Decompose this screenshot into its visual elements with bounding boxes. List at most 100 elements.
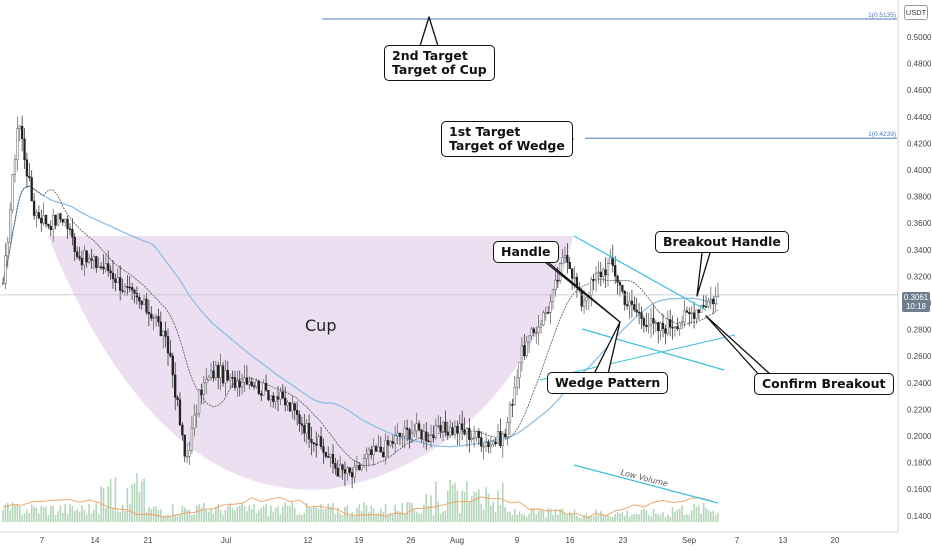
volume-bar (650, 516, 652, 522)
y-tick-label: 0.3600 (907, 219, 932, 228)
volume-bar (396, 510, 399, 522)
candle-body (329, 454, 332, 458)
volume-bar (188, 509, 191, 522)
candle-body (520, 345, 524, 363)
candle-body (267, 389, 270, 401)
candle-body (451, 427, 454, 435)
volume-bar (4, 504, 7, 522)
volume-bar (222, 515, 224, 522)
candle-body (673, 326, 677, 328)
volume-bar (693, 504, 695, 522)
volume-bar (138, 492, 141, 522)
x-tick-label: 23 (619, 536, 628, 545)
candle-body (637, 311, 641, 314)
volume-bar (365, 505, 368, 522)
volume-bar (525, 517, 528, 522)
volume-bar (325, 508, 327, 522)
volume-bar (652, 508, 655, 522)
candle-body (157, 316, 160, 323)
candle-body (214, 364, 217, 379)
volume-bar (145, 512, 148, 522)
wedge-pattern-callout: Wedge Pattern (547, 372, 669, 394)
candle-body (59, 213, 62, 220)
y-tick-label: 0.1600 (907, 485, 932, 494)
volume-bar (583, 514, 585, 522)
volume-bar (614, 513, 616, 522)
candle-body (66, 218, 69, 229)
volume-bar (171, 504, 174, 522)
volume-bar (272, 511, 275, 522)
volume-bar (571, 513, 573, 522)
candle-body (704, 306, 708, 308)
volume-bar (645, 510, 648, 522)
volume-bar (45, 506, 47, 522)
candle-body (422, 431, 426, 440)
candle-body (475, 431, 478, 439)
volume-bar (446, 490, 449, 522)
volume-bar (267, 515, 270, 522)
candle-body (97, 266, 100, 269)
volume-bar (413, 509, 416, 522)
volume-bar (54, 514, 57, 522)
candle-body (537, 327, 540, 333)
candle-body (525, 341, 528, 357)
candle-body (477, 431, 481, 438)
volume-bar (174, 514, 176, 522)
volume-bar (623, 515, 626, 522)
candle-body (523, 345, 526, 357)
candle-body (616, 275, 619, 283)
candle-body (618, 282, 622, 286)
candle-body (628, 300, 631, 307)
volume-bar (568, 511, 571, 522)
candle-body (652, 318, 655, 324)
candle-body (284, 397, 287, 406)
volume-bar (490, 505, 492, 522)
x-tick-label: 26 (407, 536, 416, 545)
volume-bar (348, 515, 351, 522)
volume-bar (609, 516, 612, 522)
y-tick-label: 0.1800 (907, 459, 932, 468)
volume-bar (88, 504, 90, 522)
volume-bar (473, 491, 475, 522)
breakout-handle-pointer (696, 252, 711, 297)
candle-body (40, 217, 43, 224)
candle-body (145, 298, 148, 313)
volume-bar (573, 509, 576, 522)
volume-bar (346, 505, 349, 522)
candle-body (233, 377, 237, 388)
candle-body (350, 472, 354, 478)
candle-body (417, 423, 421, 431)
candle-body (695, 309, 698, 319)
target-wedge-line1: 1st Target (449, 124, 521, 139)
candle-body (87, 258, 91, 263)
volume-bar (690, 510, 693, 522)
volume-bar (85, 514, 88, 522)
volume-bar (105, 507, 107, 522)
volume-bar (176, 515, 179, 522)
volume-bar (427, 505, 430, 522)
candle-body (25, 159, 29, 177)
volume-bar (559, 509, 561, 522)
volume-bar (191, 514, 193, 522)
currency-label[interactable]: USDT (904, 5, 928, 20)
volume-bar (291, 502, 294, 522)
volume-bar (485, 487, 487, 522)
candle-body (501, 433, 504, 447)
candle-body (264, 382, 268, 391)
y-tick-label: 0.5000 (907, 33, 932, 42)
volume-bar (621, 512, 624, 522)
volume-bar (126, 487, 129, 522)
target-wedge-line2: Target of Wedge (449, 138, 565, 153)
volume-bar (215, 506, 217, 522)
volume-bar (334, 514, 337, 522)
candle-body (599, 271, 602, 278)
candle-body (513, 387, 516, 405)
candle-body (279, 391, 282, 400)
candle-body (178, 399, 182, 426)
x-tick-label: 7 (735, 536, 740, 545)
volume-bar (580, 517, 583, 522)
candle-body (604, 269, 607, 276)
candle-body (336, 468, 339, 477)
candle-body (645, 325, 648, 327)
